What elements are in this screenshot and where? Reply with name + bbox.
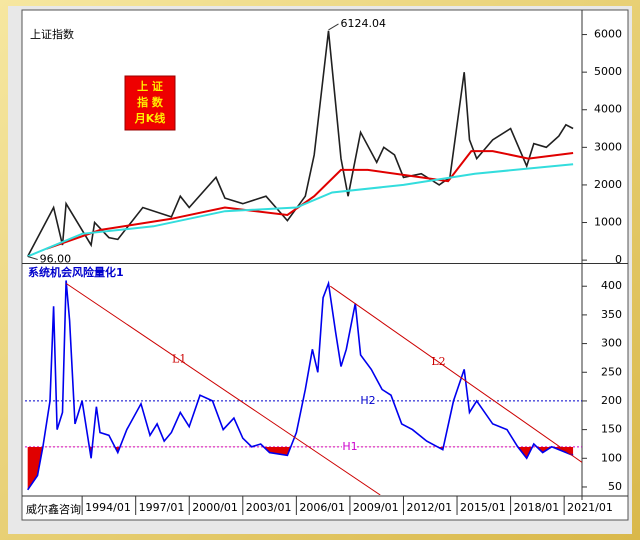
trend-label: L1 [172, 353, 186, 366]
x-tick-label: 2003/01 [246, 501, 292, 514]
y-tick-label: 1000 [594, 216, 622, 229]
x-tick-label: 1997/01 [139, 501, 185, 514]
y-tick-label: 200 [601, 394, 622, 407]
y-tick-label: 250 [601, 365, 622, 378]
badge-text: 指 数 [137, 95, 164, 109]
annotation: 96.00 [40, 253, 72, 266]
trend-line [65, 282, 381, 495]
y-tick-label: 300 [601, 337, 622, 350]
y-tick-label: 150 [601, 423, 622, 436]
plot [26, 30, 574, 258]
y-tick-label: 0 [615, 253, 622, 266]
chart-area [21, 9, 629, 521]
series-line [27, 163, 574, 258]
y-tick-label: 4000 [594, 103, 622, 116]
badge: 上 证 指 数 月K线 [124, 75, 176, 131]
badge-box [124, 75, 176, 131]
annotation: 6124.04 [340, 17, 386, 30]
x-tick-label: 2000/01 [192, 501, 238, 514]
x-tick-label: 2012/01 [406, 501, 452, 514]
x-tick-label: 2018/01 [514, 501, 560, 514]
series-line [27, 280, 574, 491]
level-label: H2 [360, 394, 375, 407]
annotation-leader [27, 256, 38, 260]
y-tick-label: 100 [601, 451, 622, 464]
trend-label: L2 [431, 355, 445, 368]
y-tick-label: 2000 [594, 178, 622, 191]
series-line [46, 150, 574, 250]
y-tick-label: 350 [601, 308, 622, 321]
badge-text: 月K线 [134, 111, 166, 125]
panel-title: 系统机会风险量化1 [28, 265, 124, 279]
level-label: H1 [342, 440, 357, 453]
series-line [26, 30, 574, 257]
x-tick-label: 2009/01 [353, 501, 399, 514]
y-tick-label: 5000 [594, 65, 622, 78]
source: 威尔鑫咨询 [26, 502, 81, 516]
x-tick-label: 2006/01 [299, 501, 345, 514]
trend-line [329, 285, 582, 463]
x-tick-label: 1994/01 [85, 501, 131, 514]
y-tick-label: 50 [608, 480, 622, 493]
x-tick-label: 2021/01 [567, 501, 613, 514]
badge-text: 上 证 [137, 79, 163, 93]
y-tick-label: 3000 [594, 140, 622, 153]
plot [25, 280, 582, 495]
x-tick-label: 2015/01 [460, 501, 506, 514]
y-tick-label: 400 [601, 279, 622, 292]
annotation-leader [328, 23, 339, 31]
panel-title: 上证指数 [30, 27, 74, 41]
y-tick-label: 6000 [594, 28, 622, 41]
